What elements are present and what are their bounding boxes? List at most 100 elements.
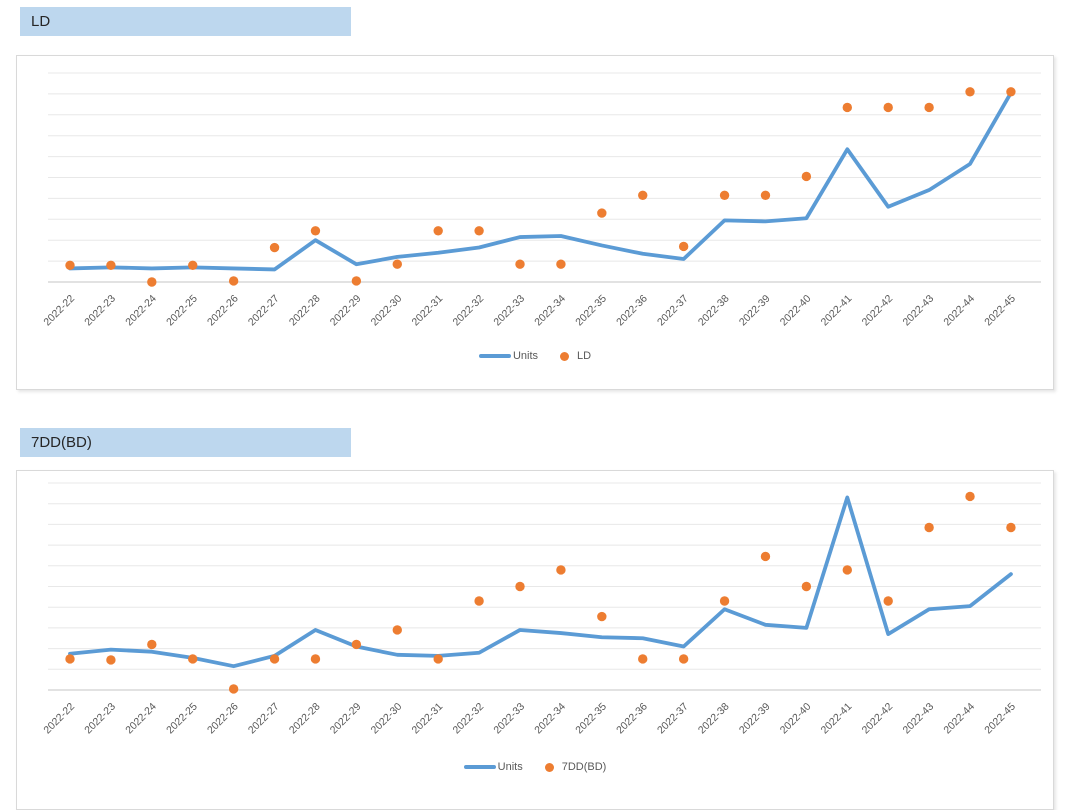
scatter-point-marker — [924, 522, 934, 533]
x-axis-tick-label: 2022-39 — [737, 293, 773, 329]
scatter-point-marker — [638, 654, 648, 664]
x-axis-tick-label: 2022-26 — [205, 293, 241, 329]
scatter-point-marker — [515, 581, 525, 592]
x-axis-tick-label: 2022-28 — [287, 701, 323, 737]
x-axis-tick-label: 2022-44 — [941, 701, 977, 737]
x-axis-tick-label: 2022-22 — [41, 293, 77, 329]
scatter-point-marker — [678, 241, 689, 252]
scatter-point-marker — [760, 551, 771, 562]
x-axis-tick-label: 2022-35 — [573, 701, 609, 737]
x-axis-tick-label: 2022-30 — [369, 293, 405, 329]
scatter-point-marker — [188, 654, 198, 664]
scatter-point-marker — [310, 654, 321, 664]
7ddbd-chart-plot-area: 2022-22 2022-23 2022-24 2022-25 2022-26 2022-… — [41, 482, 1041, 737]
scatter-point-marker — [883, 596, 893, 606]
x-axis-tick-label: 2022-24 — [123, 293, 159, 329]
x-axis-tick-label: 2022-38 — [696, 701, 732, 737]
scatter-point-marker — [392, 625, 402, 635]
scatter-point-marker — [678, 654, 689, 664]
x-axis-tick-label: 2022-41 — [819, 293, 855, 329]
x-axis-tick-label: 2022-29 — [328, 701, 364, 737]
scatter-point-marker — [147, 277, 157, 287]
x-axis-tick-label: 2022-32 — [450, 293, 486, 329]
scatter-point-marker — [433, 654, 443, 664]
x-axis-tick-label: 2022-23 — [82, 701, 118, 737]
scatter-point-marker — [228, 276, 239, 286]
ld-marker-legend-swatch-icon — [560, 351, 569, 361]
legend-label-units: Units — [497, 761, 523, 773]
units-line-legend-swatch-icon — [478, 354, 511, 358]
x-axis-tick-label: 2022-36 — [614, 701, 650, 737]
units-line-series — [68, 90, 1013, 272]
scatter-point-marker — [965, 87, 975, 97]
units-line-legend-swatch-icon — [463, 765, 496, 769]
chart-title-ld: LD — [31, 13, 51, 30]
x-axis-tick-label: 2022-29 — [328, 293, 364, 329]
7ddbd-chart-legend: Units 7DD(BD) — [17, 761, 1053, 773]
x-axis-tick-label: 2022-42 — [860, 701, 896, 737]
scatter-point-marker — [106, 655, 116, 665]
scatter-point-marker — [597, 208, 607, 218]
x-axis-tick-label: 2022-31 — [410, 701, 446, 737]
x-axis-tick-label: 2022-45 — [982, 293, 1018, 329]
scatter-point-marker — [556, 259, 566, 269]
x-axis-tick-label: 2022-45 — [982, 701, 1018, 737]
scatter-point-marker — [392, 259, 402, 269]
scatter-point-marker — [1006, 87, 1016, 97]
x-axis-tick-label: 2022-24 — [123, 701, 159, 737]
7ddbd-marker-legend-swatch-icon — [544, 762, 554, 772]
ld-chart-legend: Units LD — [17, 350, 1053, 362]
scatter-point-marker — [638, 190, 648, 200]
x-axis-tick-label: 2022-34 — [532, 293, 568, 329]
legend-item-units: Units — [463, 761, 523, 773]
chart-title-7ddbd: 7DD(BD) — [31, 434, 92, 451]
scatter-point-marker — [65, 654, 75, 664]
x-axis-tick-label: 2022-42 — [860, 293, 896, 329]
x-axis-tick-label: 2022-40 — [778, 701, 814, 737]
legend-label-ld: LD — [577, 350, 592, 362]
x-axis-tick-label: 2022-22 — [41, 701, 77, 737]
scatter-point-marker — [801, 171, 812, 182]
scatter-point-marker — [351, 276, 362, 286]
chart-title-banner-ld: LD — [20, 7, 351, 36]
scatter-point-marker — [515, 259, 525, 269]
scatter-point-marker — [556, 565, 566, 575]
x-axis-tick-label: 2022-28 — [287, 293, 323, 329]
scatter-point-marker — [188, 260, 198, 270]
x-axis-tick-label: 2022-43 — [900, 701, 936, 737]
scatter-point-marker — [801, 581, 812, 592]
scatter-point-marker — [269, 242, 280, 253]
legend-label-7ddbd: 7DD(BD) — [561, 761, 607, 773]
scatter-point-marker — [719, 596, 730, 606]
legend-item-units: Units — [478, 350, 538, 362]
scatter-point-marker — [965, 491, 975, 502]
x-axis-tick-label: 2022-31 — [410, 293, 446, 329]
scatter-point-marker — [842, 102, 852, 113]
x-axis-tick-label: 2022-33 — [491, 293, 527, 329]
x-axis-tick-label: 2022-32 — [450, 701, 486, 737]
x-axis-tick-label: 2022-40 — [778, 293, 814, 329]
chart-card-ld: 2022-22 2022-23 2022-24 2022-25 2022-26 2022-… — [16, 55, 1054, 390]
x-axis-tick-label: 2022-25 — [164, 293, 200, 329]
x-axis-tick-label: 2022-30 — [369, 701, 405, 737]
legend-item-7ddbd: 7DD(BD) — [544, 761, 607, 773]
scatter-point-marker — [597, 611, 607, 622]
scatter-point-marker — [65, 260, 75, 270]
scatter-point-marker — [433, 226, 443, 236]
x-axis-tick-label: 2022-37 — [655, 701, 691, 737]
legend-label-units: Units — [512, 350, 538, 362]
chart-title-banner-7ddbd: 7DD(BD) — [20, 428, 351, 457]
ld-chart-plot-area: 2022-22 2022-23 2022-24 2022-25 2022-26 2022-… — [41, 72, 1041, 329]
x-axis-tick-label: 2022-36 — [614, 293, 650, 329]
scatter-point-marker — [719, 190, 730, 200]
legend-item-ld: LD — [560, 350, 591, 362]
x-axis-tick-label: 2022-23 — [82, 293, 118, 329]
x-axis-tick-label: 2022-35 — [573, 293, 609, 329]
x-axis-tick-label: 2022-33 — [491, 701, 527, 737]
scatter-point-marker — [842, 565, 852, 575]
x-axis-tick-label: 2022-27 — [246, 701, 282, 737]
x-axis-tick-label: 2022-34 — [532, 701, 568, 737]
chart-card-7ddbd: 2022-22 2022-23 2022-24 2022-25 2022-26 2022-… — [16, 470, 1054, 810]
x-axis-tick-label: 2022-41 — [819, 701, 855, 737]
scatter-point-marker — [883, 102, 893, 113]
